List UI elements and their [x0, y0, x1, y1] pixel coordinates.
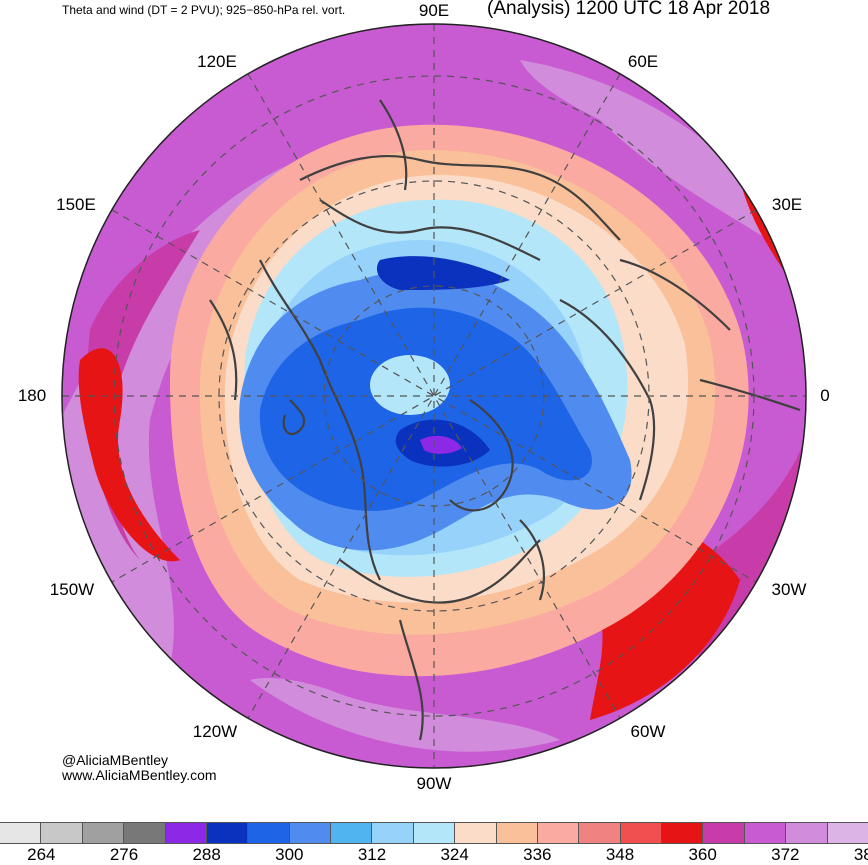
- dark-blue-trough: [376, 256, 510, 290]
- colorbar-swatch: [827, 823, 868, 843]
- polar-map: [61, 23, 807, 769]
- lon-label-90e: 90E: [418, 1, 450, 20]
- colorbar-label: 276: [109, 845, 139, 864]
- pale-blue-pole-patch: [370, 355, 450, 415]
- meridians: [62, 24, 806, 768]
- colorbar-swatch: [206, 823, 249, 843]
- colorbar-label: 264: [27, 845, 56, 864]
- colorbar-swatch: [0, 823, 42, 843]
- colorbar-label: 384: [853, 845, 868, 864]
- colorbar-swatch: [248, 823, 290, 843]
- colorbar-swatch: [455, 823, 497, 843]
- map-border: [61, 23, 807, 769]
- colorbar-label: 312: [357, 845, 387, 864]
- colorbar-swatch: [372, 823, 414, 843]
- violet-core: [420, 435, 462, 454]
- colorbar-swatch: [289, 823, 331, 843]
- lon-label-90w: 90W: [416, 774, 452, 793]
- colorbar-label: 360: [688, 845, 717, 864]
- lon-label-180: 180: [17, 386, 47, 405]
- colorbar-swatch: [413, 823, 456, 843]
- colorbar-swatch: [744, 823, 787, 843]
- lon-label-120e: 120E: [197, 52, 237, 71]
- lon-label-150e: 150E: [56, 195, 96, 214]
- colorbar-swatch: [82, 823, 125, 843]
- light-purple-swirl-s: [250, 678, 560, 752]
- colorbar-swatch: [496, 823, 538, 843]
- colorbar-swatch: [537, 823, 580, 843]
- colorbar-label: 300: [275, 845, 304, 864]
- header-right-title: (Analysis) 1200 UTC 18 Apr 2018: [487, 0, 771, 19]
- colorbar-label: 336: [523, 845, 552, 864]
- colorbar-swatch: [41, 823, 83, 843]
- lon-label-30e: 30E: [771, 195, 803, 214]
- colorbar-swatch: [662, 823, 704, 843]
- colorbar-swatch: [786, 823, 828, 843]
- lon-label-60e: 60E: [627, 52, 659, 71]
- colorbar-label: 324: [440, 845, 469, 864]
- light-purple-swirl-ne: [520, 60, 800, 260]
- colorbar-swatches: [0, 822, 868, 844]
- lon-label-150w: 150W: [49, 580, 95, 599]
- colorbar-label: 372: [771, 845, 800, 864]
- magenta-band: [87, 230, 200, 560]
- credit-website: www.AliciaMBentley.com: [62, 767, 217, 783]
- colorbar-swatch: [331, 823, 373, 843]
- colorbar-swatch: [579, 823, 621, 843]
- lon-label-0: 0: [820, 386, 830, 405]
- credit-handle: @AliciaMBentley: [62, 752, 169, 768]
- red-jet-west: [78, 348, 180, 562]
- colorbar-swatch: [703, 823, 745, 843]
- colorbar-swatch: [124, 823, 166, 843]
- lon-label-30w: 30W: [771, 580, 807, 599]
- colorbar-label: 348: [605, 845, 635, 864]
- lon-label-120w: 120W: [192, 722, 238, 741]
- colorbar-swatch: [620, 823, 662, 843]
- colorbar-swatch: [165, 823, 207, 843]
- colorbar: 264 276 288 300 312 324 336 348 360 372 384: [0, 822, 868, 865]
- light-purple-swirl: [62, 160, 300, 700]
- colorbar-label: 288: [192, 845, 221, 864]
- lon-label-60w: 60W: [630, 722, 666, 741]
- header-left-title: Theta and wind (DT = 2 PVU); 925−850-hPa…: [62, 3, 346, 17]
